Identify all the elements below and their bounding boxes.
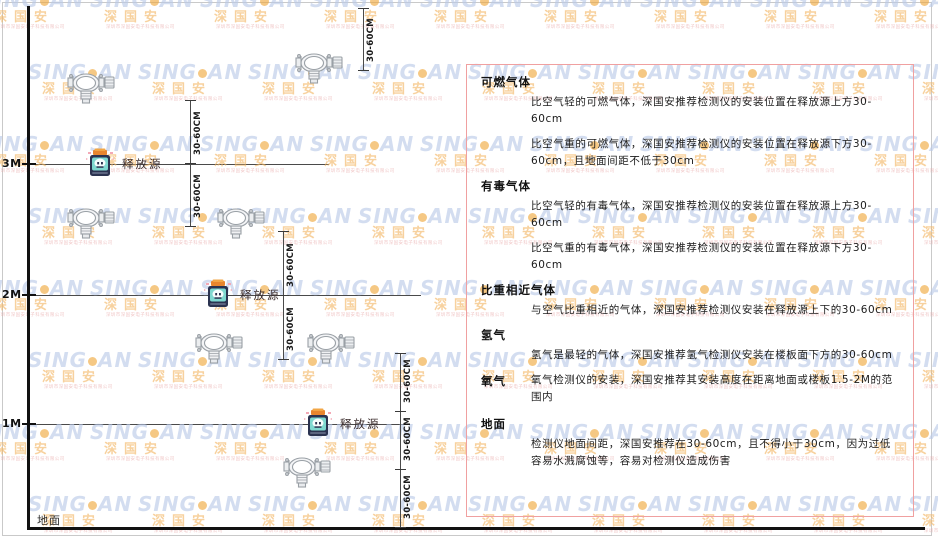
dimension-label: 30-60CM: [403, 475, 413, 519]
release-source-label: 释放源: [340, 417, 381, 431]
panel-section-heading: 氧气: [481, 374, 506, 388]
dimension-label: 30-60CM: [286, 243, 296, 287]
gas-detector-icon: [302, 328, 358, 366]
level-tick: [22, 423, 36, 425]
panel-section-paragraph: 比空气轻的可燃气体，深国安推荐检测仪的安装位置在释放源上方30-60cm: [531, 96, 872, 125]
gas-detector-icon: [62, 68, 118, 106]
gas-detector-icon: [278, 452, 334, 490]
dimension-tick: [185, 163, 196, 164]
info-panel: 可燃气体 比空气轻的可燃气体，深国安推荐检测仪的安装位置在释放源上方30-60cm…: [466, 64, 914, 517]
outer-frame: [2, 2, 932, 536]
ground-label: 地面: [37, 514, 61, 527]
panel-section-heading: 地面: [481, 417, 506, 431]
panel-section-paragraph: 比空气轻的有毒气体，深国安推荐检测仪的安装位置在释放源上方30-60cm: [531, 200, 872, 229]
panel-section: 氧气 氧气检测仪的安装，深国安推荐其安装高度在距离地面或楼板1.5-2M的范围内: [481, 372, 899, 414]
dimension-tick: [185, 226, 196, 227]
level-tick: [22, 163, 36, 165]
dimension-tick: [395, 527, 406, 528]
release-source-label: 释放源: [122, 157, 163, 171]
panel-section: 地面检测仪地面间距，深国安推荐在30-60cm，且不得小于30cm，因为过低容易…: [481, 416, 899, 470]
dimension-tick: [395, 411, 406, 412]
level-line: [29, 164, 329, 165]
release-source-icon: [200, 279, 236, 311]
level-tick: [22, 294, 36, 296]
panel-section-heading: 比重相近气体: [481, 283, 556, 297]
level-label-3m: 3M: [2, 157, 22, 170]
dimension-label: 30-60CM: [403, 359, 413, 403]
dimension-line: [400, 353, 401, 527]
release-source-label: 释放源: [240, 288, 281, 302]
vertical-axis: [27, 6, 30, 530]
gas-detector-icon: [62, 203, 118, 241]
panel-section-paragraph: 比空气重的可燃气体，深国安推荐检测仪的安装位置在释放源下方30-60cm，且地面…: [531, 138, 872, 167]
panel-section: 可燃气体 比空气轻的可燃气体，深国安推荐检测仪的安装位置在释放源上方30-60cm…: [481, 74, 899, 170]
dimension-label: 30-60CM: [193, 111, 203, 155]
dimension-tick: [395, 469, 406, 470]
level-line: [29, 424, 405, 425]
horizontal-axis-ground: [27, 527, 925, 530]
dimension-label: 30-60CM: [403, 417, 413, 461]
dimension-tick: [278, 359, 289, 360]
dimension-label: 30-60CM: [193, 174, 203, 218]
dimension-tick: [358, 70, 369, 71]
level-label-1m: 1M: [2, 417, 22, 430]
panel-section-paragraph: 与空气比重相近的气体，深国安推荐检测仪安装在释放源上下的30-60cm: [531, 304, 893, 316]
dimension-tick: [395, 353, 406, 354]
dimension-label: 30-60CM: [286, 307, 296, 351]
panel-section-heading: 可燃气体: [481, 75, 531, 89]
panel-section: 氢气氢气是最轻的气体，深国安推荐氢气检测仪安装在楼板面下方的30-60cm: [481, 327, 899, 364]
panel-section-paragraph: 比空气重的有毒气体，深国安推荐检测仪的安装位置在释放源下方30-60cm: [531, 242, 872, 271]
release-source-icon: [82, 148, 118, 180]
dimension-tick: [278, 295, 289, 296]
panel-section-heading: 有毒气体: [481, 179, 531, 193]
dimension-tick: [185, 100, 196, 101]
panel-section: 比重相近气体与空气比重相近的气体，深国安推荐检测仪安装在释放源上下的30-60c…: [481, 282, 899, 319]
gas-detector-icon: [290, 48, 346, 86]
panel-section-paragraph: 检测仪地面间距，深国安推荐在30-60cm，且不得小于30cm，因为过低容易水溅…: [531, 438, 891, 467]
dimension-line: [363, 8, 364, 70]
panel-section: 有毒气体 比空气轻的有毒气体，深国安推荐检测仪的安装位置在释放源上方30-60cm…: [481, 178, 899, 274]
panel-section-paragraph: 氧气检测仪的安装，深国安推荐其安装高度在距离地面或楼板1.5-2M的范围内: [531, 374, 893, 403]
level-label-2m: 2M: [2, 288, 22, 301]
gas-detector-icon: [190, 328, 246, 366]
panel-section-heading: 氢气: [481, 328, 506, 342]
panel-section-paragraph: 氢气是最轻的气体，深国安推荐氢气检测仪安装在楼板面下方的30-60cm: [531, 349, 893, 361]
info-panel-body: 可燃气体 比空气轻的可燃气体，深国安推荐检测仪的安装位置在释放源上方30-60cm…: [467, 65, 913, 516]
release-source-icon: [300, 408, 336, 440]
dimension-tick: [278, 231, 289, 232]
dimension-label: 30-60CM: [366, 18, 376, 62]
gas-detector-icon: [212, 203, 268, 241]
dimension-tick: [358, 8, 369, 9]
